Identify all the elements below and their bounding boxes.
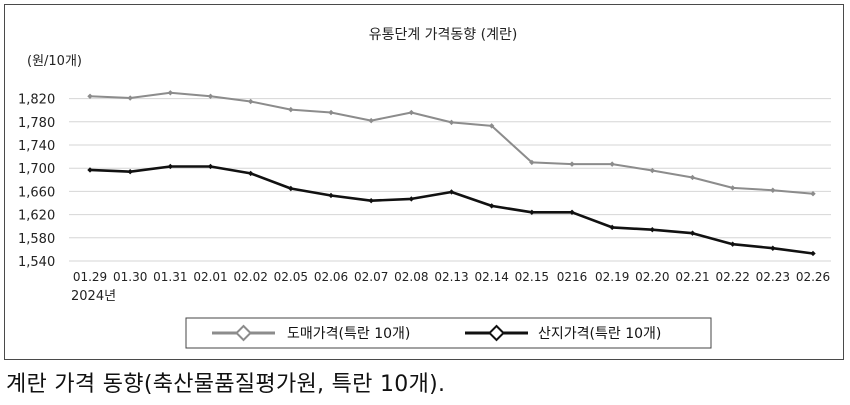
legend-farm-marker (488, 324, 505, 342)
data-point-farm (167, 163, 174, 170)
x-tick-label: 02.06 (314, 270, 348, 284)
data-point-farm (288, 185, 294, 192)
data-point-farm (529, 209, 535, 215)
y-tick-label: 1,580 (18, 232, 55, 247)
data-point-farm (247, 170, 254, 177)
x-tick-label: 02.01 (193, 270, 227, 284)
y-tick-label: 1,820 (18, 93, 55, 108)
data-point-farm (127, 168, 133, 175)
data-point-wholesale (288, 106, 294, 113)
y-tick-label: 1,780 (18, 116, 55, 131)
data-point-farm (488, 203, 495, 209)
data-point-wholesale (368, 117, 374, 124)
y-axis-label: (원/10개) (27, 54, 82, 69)
data-point-wholesale (488, 123, 495, 129)
data-point-wholesale (569, 161, 575, 167)
x-tick-label: 02.02 (233, 270, 267, 284)
y-axis-ticks: 1,540 1,580 1,620 1,660 1,700 1,740 1,780 1,820 (18, 93, 55, 270)
data-point-wholesale (207, 93, 214, 99)
data-point-farm (649, 226, 656, 233)
x-tick-label: 02.13 (434, 270, 468, 284)
data-point-farm (207, 163, 214, 170)
legend-wholesale-marker (235, 324, 252, 342)
y-tick-label: 1,620 (18, 209, 55, 224)
year-label: 2024년 (71, 289, 116, 304)
x-tick-label: 02.23 (756, 270, 790, 284)
x-tick-label: 02.15 (515, 270, 549, 284)
x-tick-label: 01.31 (153, 270, 187, 284)
data-point-farm (689, 230, 696, 236)
x-axis-ticks: 01.29 01.30 01.31 02.01 02.02 02.05 02.06 02.07… (73, 270, 830, 284)
series-line-farm (89, 165, 814, 255)
data-point-farm (328, 192, 334, 199)
x-tick-label: 02.26 (796, 270, 830, 284)
data-point-farm (408, 196, 415, 202)
data-point-wholesale (408, 109, 415, 116)
series-line-wholesale (89, 91, 814, 195)
data-point-farm (569, 209, 575, 215)
grid-lines (69, 98, 831, 262)
data-point-farm (810, 250, 816, 257)
y-tick-label: 1,660 (18, 185, 55, 200)
x-tick-label: 02.08 (394, 270, 428, 284)
legend-wholesale-label: 도매가격(특란 10개) (287, 326, 410, 342)
data-point-wholesale (247, 98, 254, 105)
data-point-wholesale (649, 167, 656, 174)
x-tick-label: 02.21 (675, 270, 709, 284)
data-point-wholesale (810, 191, 816, 197)
data-point-farm (448, 189, 455, 195)
data-point-wholesale (609, 161, 615, 167)
data-point-wholesale (529, 159, 535, 166)
data-point-wholesale (167, 90, 174, 96)
data-point-wholesale (87, 93, 93, 99)
data-point-wholesale (689, 174, 696, 181)
x-tick-label: 02.19 (595, 270, 629, 284)
x-tick-label: 02.07 (354, 270, 388, 284)
y-tick-label: 1,740 (18, 139, 55, 154)
x-tick-label: 02.14 (474, 270, 508, 284)
y-tick-label: 1,700 (18, 162, 55, 177)
data-point-wholesale (328, 109, 334, 116)
x-tick-label: 02.22 (715, 270, 749, 284)
data-point-wholesale (729, 185, 736, 191)
series-lines (87, 90, 816, 257)
legend: 도매가격(특란 10개) 산지가격(특란 10개) (185, 317, 712, 349)
data-point-farm (609, 224, 615, 231)
chart-frame: 유통단계 가격동향 (계란) (원/10개) 1,540 1,580 1,620 1,… (4, 4, 844, 360)
data-point-farm (729, 241, 736, 247)
x-tick-label: 01.29 (73, 270, 107, 284)
line-chart: 유통단계 가격동향 (계란) (원/10개) 1,5401,5801,6201,… (18, 27, 831, 349)
data-point-wholesale (448, 119, 455, 126)
figure-caption: 계란 가격 동향(축산물품질평가원, 특란 10개). (6, 372, 446, 397)
x-tick-label: 02.05 (274, 270, 308, 284)
data-point-farm (87, 167, 93, 173)
x-tick-label: 02.20 (635, 270, 669, 284)
y-tick-label: 1,540 (18, 255, 55, 270)
x-tick-label: 01.30 (113, 270, 147, 284)
chart-title: 유통단계 가격동향 (계란) (369, 27, 518, 43)
legend-farm-label: 산지가격(특란 10개) (538, 326, 661, 342)
data-point-farm (770, 245, 776, 251)
data-point-wholesale (770, 187, 776, 193)
x-tick-label: 0216 (557, 270, 588, 284)
data-point-wholesale (127, 95, 133, 101)
data-point-farm (368, 197, 374, 204)
